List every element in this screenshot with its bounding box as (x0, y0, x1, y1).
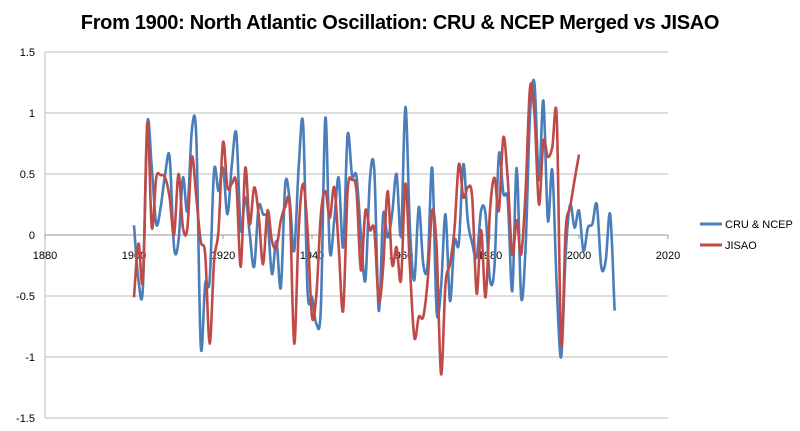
x-tick-label: 1920 (211, 250, 235, 262)
x-tick-label: 1980 (478, 250, 502, 262)
legend: CRU & NCEP JISAO (700, 219, 793, 252)
y-tick-label: 1.5 (20, 47, 35, 59)
y-tick-label: 0 (29, 230, 35, 242)
series-line-cru-ncep (132, 78, 616, 359)
x-tick-label: 1940 (300, 250, 324, 262)
x-tick-label: 1880 (33, 250, 57, 262)
x-tick-label: 2000 (567, 250, 591, 262)
legend-label: CRU & NCEP (725, 219, 793, 231)
series-line-jisao (132, 82, 581, 376)
y-tick-label: -0.5 (16, 291, 35, 303)
series-lines (132, 78, 616, 376)
y-tick-label: 1 (29, 108, 35, 120)
chart-title: From 1900: North Atlantic Oscillation: C… (80, 12, 720, 34)
y-axis-ticks: 1.5 1 0.5 0 -0.5 -1 -1.5 (16, 47, 35, 425)
x-tick-label: 2020 (656, 250, 680, 262)
gridlines (44, 51, 669, 419)
y-tick-label: -1 (25, 352, 35, 364)
y-tick-label: 0.5 (20, 169, 35, 181)
legend-label: JISAO (725, 240, 757, 252)
y-tick-label: -1.5 (16, 413, 35, 425)
